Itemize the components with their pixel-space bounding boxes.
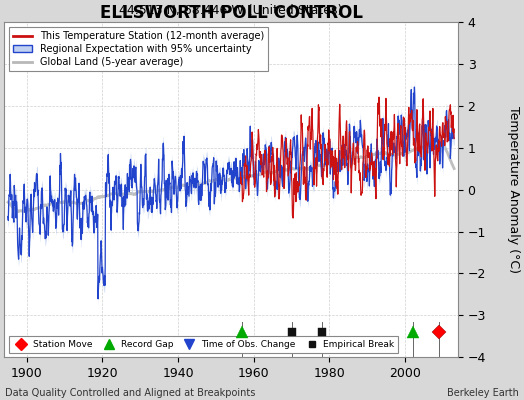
Y-axis label: Temperature Anomaly (°C): Temperature Anomaly (°C) <box>507 106 520 273</box>
Text: Berkeley Earth: Berkeley Earth <box>447 388 519 398</box>
Text: Data Quality Controlled and Aligned at Breakpoints: Data Quality Controlled and Aligned at B… <box>5 388 256 398</box>
Title: ELLSWORTH POLL CONTROL: ELLSWORTH POLL CONTROL <box>100 4 363 22</box>
Legend: Station Move, Record Gap, Time of Obs. Change, Empirical Break: Station Move, Record Gap, Time of Obs. C… <box>9 336 398 352</box>
Text: 44.513 N, 68.446 W (United States): 44.513 N, 68.446 W (United States) <box>119 4 343 17</box>
